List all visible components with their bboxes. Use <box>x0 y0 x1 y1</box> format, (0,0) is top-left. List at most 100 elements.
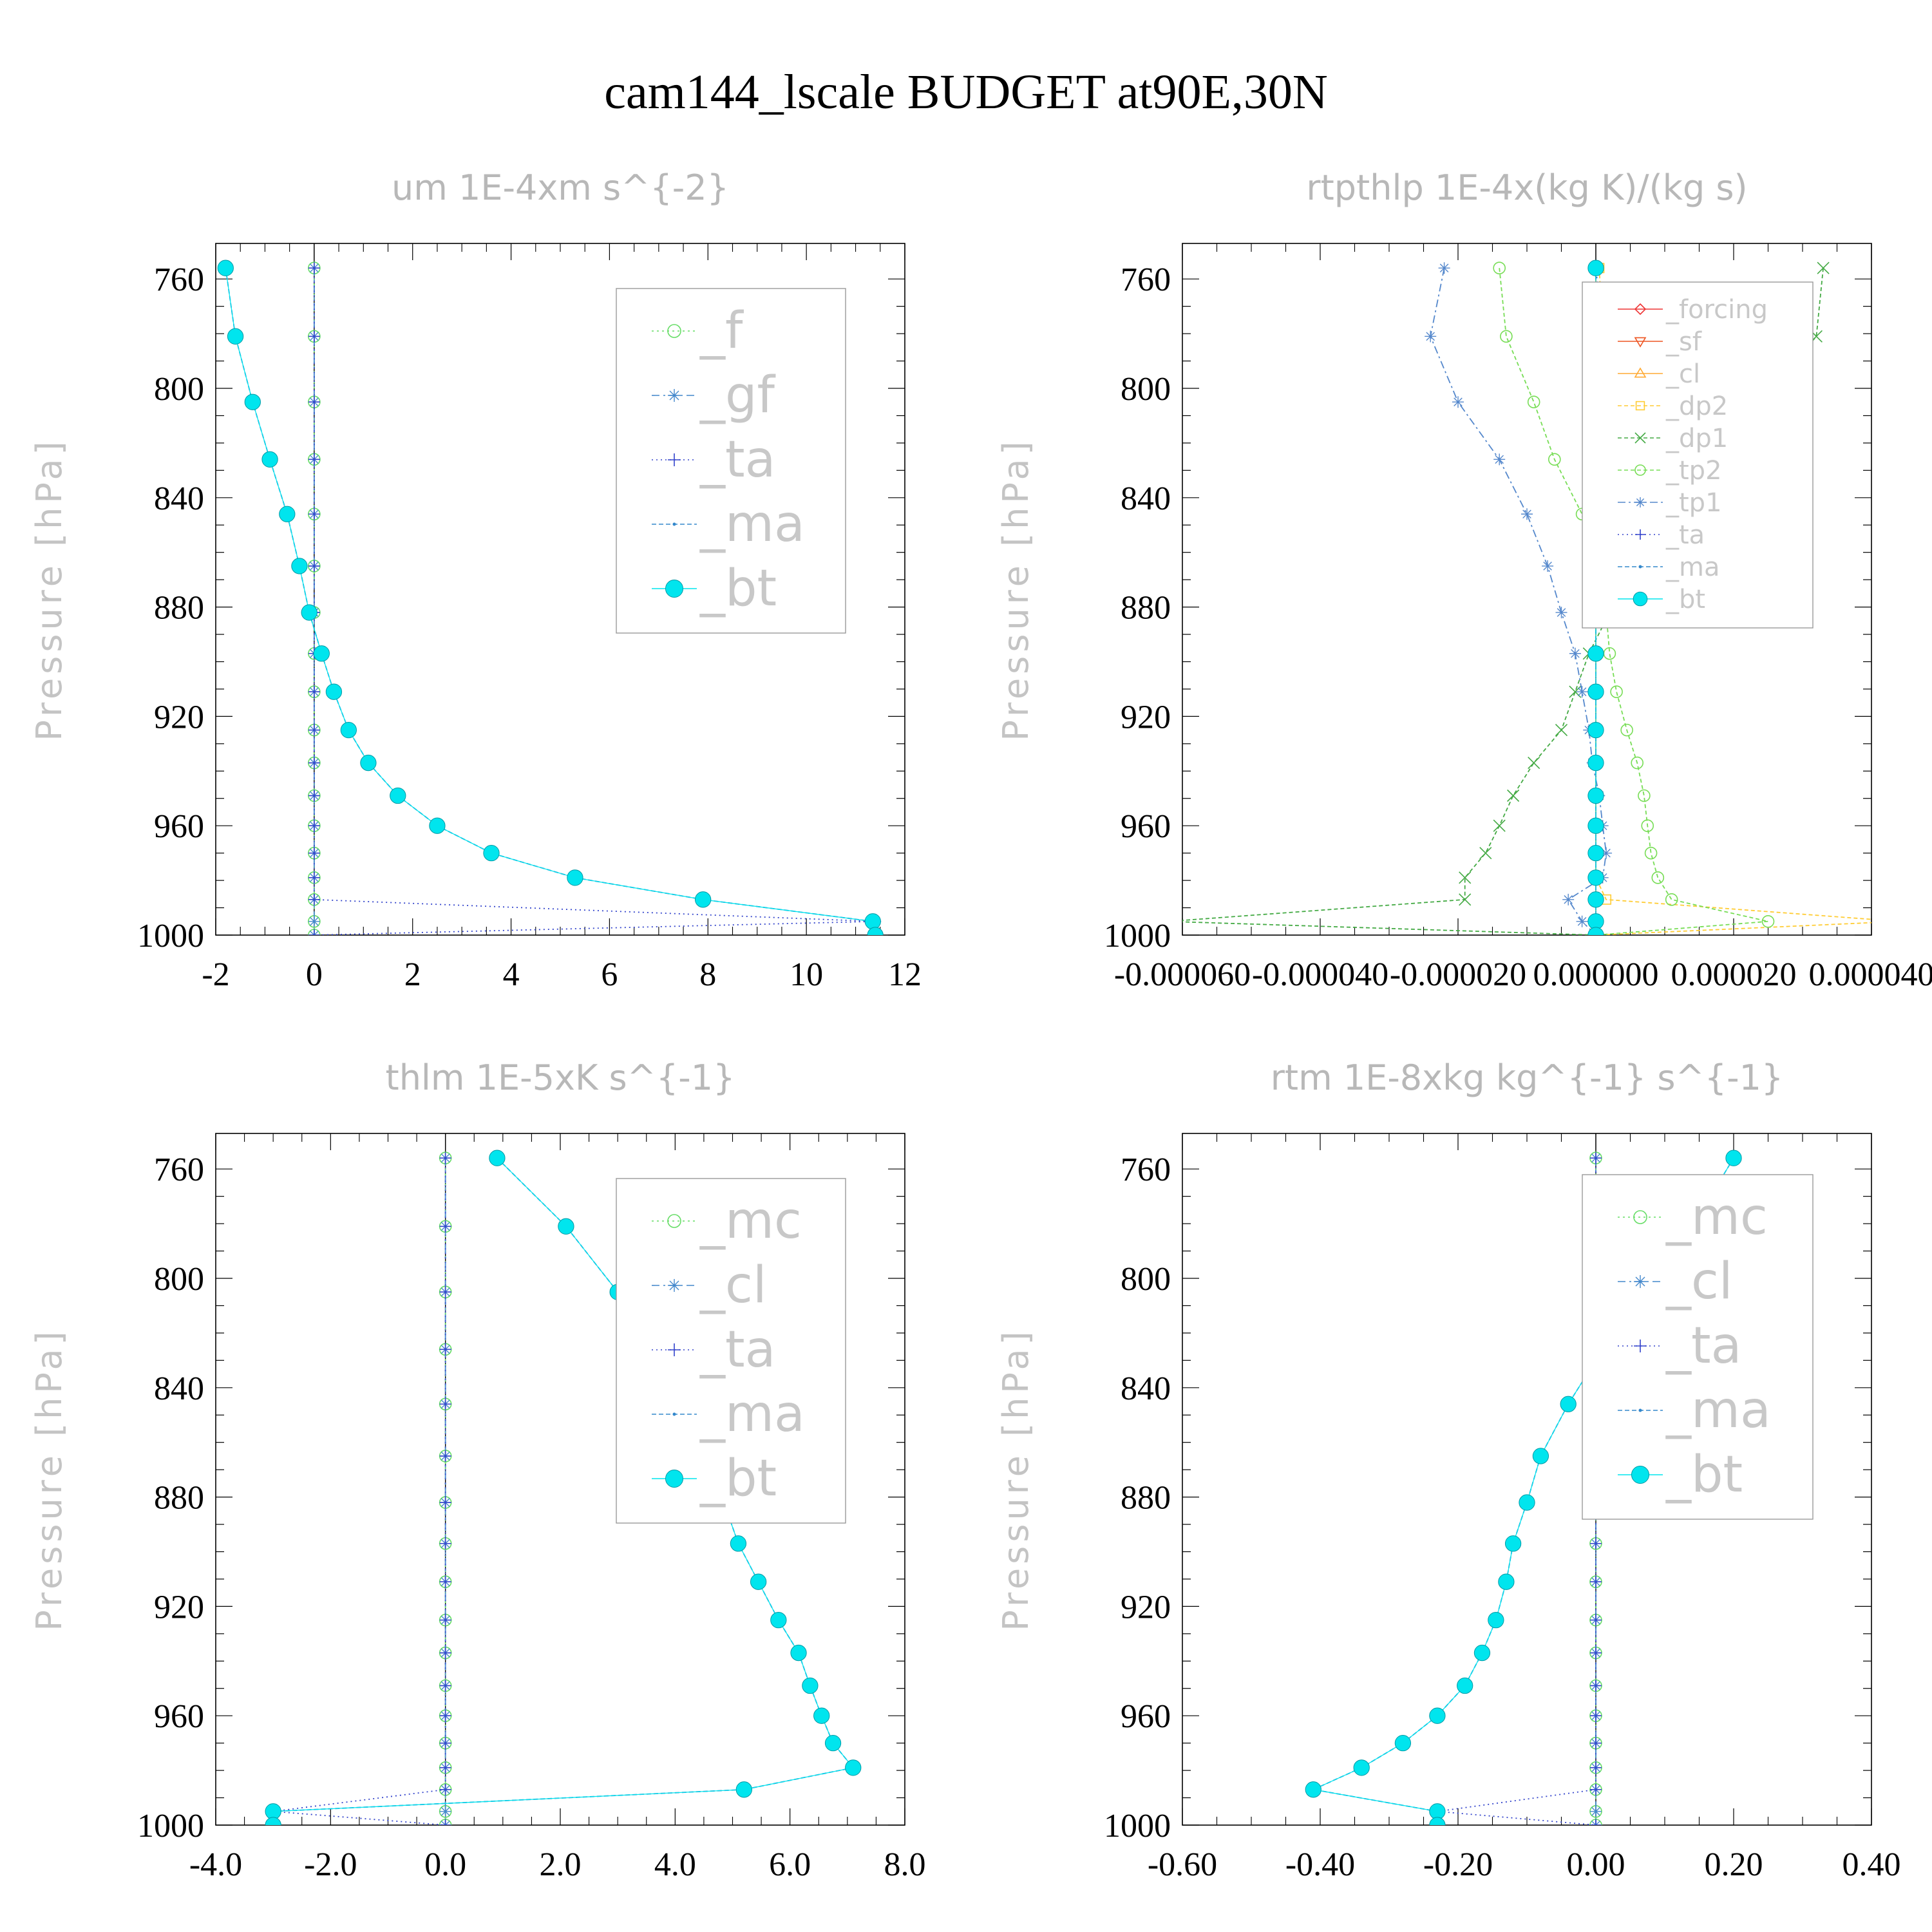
x-tick-label: 6.0 <box>769 1846 811 1883</box>
point-tp2 <box>1610 685 1623 698</box>
point-tp2 <box>1644 846 1658 860</box>
point-bt <box>1587 927 1604 935</box>
y-tick-label: 880 <box>1121 590 1171 627</box>
point-ta <box>439 1497 451 1509</box>
point-ta <box>1590 1761 1602 1774</box>
point-gf <box>308 915 320 927</box>
point-bt <box>845 1759 862 1776</box>
y-axis-label: Pressure [hPa] <box>996 437 1036 741</box>
point-ta <box>439 1761 451 1774</box>
point-ta <box>439 1783 451 1795</box>
legend-marker <box>1635 497 1645 507</box>
x-tick-label: 0 <box>306 956 323 993</box>
panel-1: 760 800 840 880 920 960 1000-2 0 2 4 6 8 10 12 um 1E-4… <box>29 167 922 993</box>
point-tp1 <box>1452 396 1464 408</box>
point-tp2 <box>1500 330 1513 343</box>
point-bt <box>1587 869 1604 886</box>
legend-label: _cl <box>1665 1253 1733 1311</box>
legend-box <box>1582 1174 1814 1520</box>
panel-3: 760 800 840 880 920 960 1000-4.0 -2.0 0.0 2.0 4.0 6… <box>29 1057 926 1883</box>
legend-label: _bt <box>1665 585 1705 614</box>
point-ta <box>308 508 320 520</box>
point-tp2 <box>1493 261 1506 275</box>
point-dp1 <box>1493 819 1506 832</box>
series-line-ta <box>1437 1158 1596 1825</box>
legend-label: _bt <box>1665 1446 1743 1504</box>
point-dp2 <box>1895 917 1904 926</box>
x-tick-label: 4 <box>503 956 520 993</box>
point-bt <box>429 817 446 834</box>
point-dp1 <box>1528 756 1540 770</box>
y-tick-label: 960 <box>1121 808 1171 845</box>
y-tick-label: 1000 <box>1104 1808 1171 1844</box>
x-tick-label: 2 <box>404 956 421 993</box>
point-bt <box>1429 1803 1446 1820</box>
point-ta <box>308 757 320 769</box>
point-tp1 <box>1562 893 1575 905</box>
legend-marker <box>1633 591 1648 607</box>
point-bt <box>340 721 357 739</box>
y-tick-label: 840 <box>154 480 204 517</box>
point-tp1 <box>1438 262 1450 274</box>
point-dp1 <box>1459 893 1472 906</box>
point-bt <box>558 1218 574 1235</box>
figure-title: cam144_lscale BUDGET at90E,30N <box>604 65 1328 119</box>
x-tick-label: 4.0 <box>654 1846 696 1883</box>
point-ta <box>439 1398 451 1410</box>
panel-4: 760 800 840 880 920 960 1000-0.60 -0.40 -0.20 0.0… <box>996 1057 1901 1883</box>
point-bt <box>1519 1494 1535 1511</box>
y-axis-label: Pressure [hPa] <box>29 1327 70 1631</box>
point-bt <box>1725 1150 1742 1166</box>
point-bt <box>1587 817 1604 834</box>
x-tick-label: -4.0 <box>189 1846 242 1883</box>
x-tick-label: -0.40 <box>1285 1846 1355 1883</box>
legend-marker <box>1638 565 1642 569</box>
point-tp2 <box>1761 914 1775 928</box>
point-tp1 <box>1569 647 1581 659</box>
panel-title: thlm 1E-5xK s^{-1} <box>386 1057 735 1098</box>
point-bt <box>244 393 261 410</box>
x-tick-label: 12 <box>888 956 922 993</box>
legend-marker <box>1634 1340 1647 1352</box>
legend-marker <box>1634 1275 1647 1288</box>
point-tp1 <box>1600 847 1613 859</box>
y-tick-label: 920 <box>1121 699 1171 735</box>
legend-marker <box>667 324 681 338</box>
y-tick-label: 840 <box>1121 1370 1171 1407</box>
point-bt <box>735 1781 752 1798</box>
point-ta <box>308 396 320 408</box>
point-bt <box>750 1573 767 1590</box>
point-ta <box>439 1680 451 1692</box>
point-bt <box>824 1734 842 1752</box>
point-ta <box>1590 1576 1602 1588</box>
point-bt <box>867 927 884 935</box>
x-tick-label: 0.000000 <box>1533 956 1659 993</box>
point-bt <box>567 869 583 886</box>
x-tick-label: 6 <box>601 956 618 993</box>
point-bt <box>1429 1707 1446 1724</box>
x-tick-label: -2.0 <box>304 1846 357 1883</box>
point-bt <box>1587 913 1604 930</box>
x-tick-label: -2 <box>202 956 229 993</box>
point-bt <box>1587 754 1604 772</box>
x-tick-label: 0.20 <box>1705 1846 1763 1883</box>
series-line-tp2 <box>1499 268 1768 935</box>
point-ta <box>1590 1614 1602 1626</box>
point-bt <box>1429 1817 1446 1825</box>
point-bt <box>790 1644 807 1662</box>
legend-marker <box>668 1343 681 1356</box>
legend-label: _forcing <box>1665 295 1768 325</box>
point-bt <box>770 1611 787 1629</box>
point-bt <box>265 1803 281 1820</box>
point-bt <box>489 1150 506 1166</box>
point-bt <box>1498 1573 1515 1590</box>
y-tick-label: 1000 <box>137 918 204 954</box>
legend-label: _ma <box>1665 553 1719 582</box>
point-ta <box>439 1220 451 1233</box>
point-bt <box>1587 787 1604 804</box>
series-group <box>217 260 884 935</box>
point-tp2 <box>1651 871 1665 884</box>
legend-label: _bt <box>699 1450 777 1508</box>
point-cl <box>439 1805 451 1817</box>
